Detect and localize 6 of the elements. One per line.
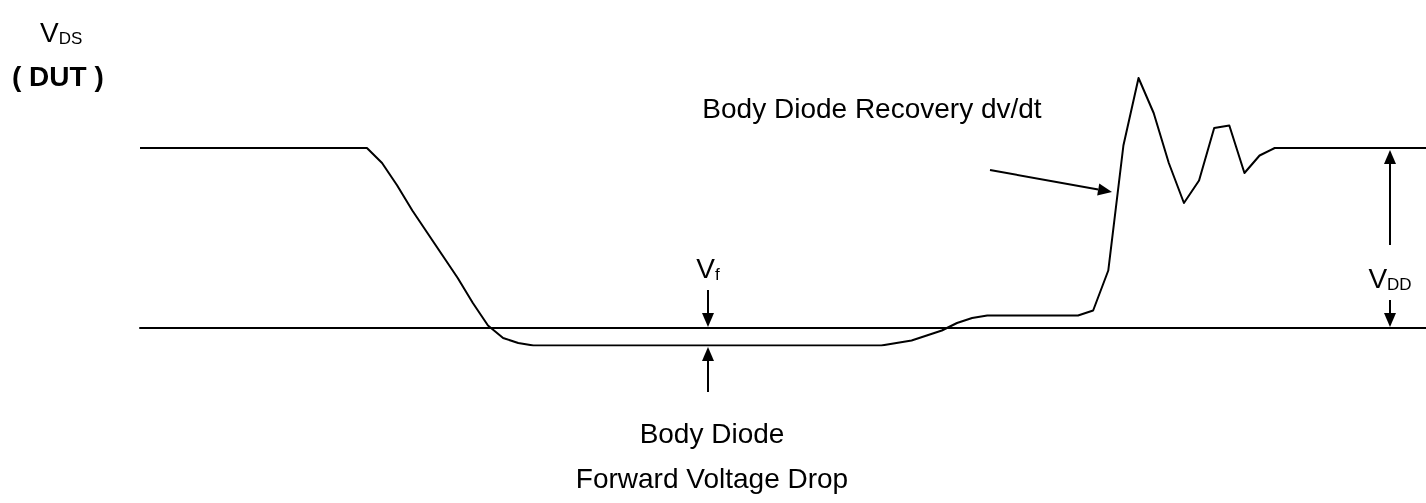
annotation: VDD [1368,262,1412,294]
annotation: Vf [696,252,720,284]
y-axis-title: VDS ( DUT ) [12,16,104,92]
annotation: Body Diode Recovery dv/dt [702,92,1042,124]
text: Forward Voltage Drop [575,462,849,494]
text: Body Diode [639,417,785,449]
